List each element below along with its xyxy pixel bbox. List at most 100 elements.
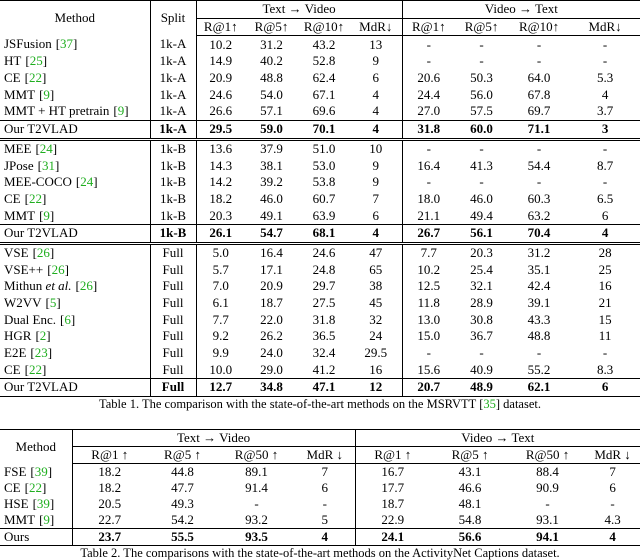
value-cell: 12.5 <box>417 278 441 294</box>
method-cell: Our T2VLAD <box>0 223 151 244</box>
value-cell: 67.1 <box>312 86 336 102</box>
table-row: CE [22] 1k-A 20.9 48.8 62.4 6 20.6 50.3 64.0 5.3 <box>0 69 640 87</box>
value-cell: 53.0 <box>312 157 336 173</box>
method-cell: HGR [2] <box>0 328 151 345</box>
value-cell: 24.0 <box>260 345 283 361</box>
value-cell: 15 <box>598 311 612 327</box>
value-cell: 51.0 <box>298 137 350 158</box>
value-cell: 40.2 <box>260 53 283 69</box>
method-name: W2VV <box>4 295 42 311</box>
value-cell: 11.8 <box>417 295 440 311</box>
value-cell: - <box>570 137 640 158</box>
table-row: VSE++ [26] Full 5.7 17.1 24.8 65 10.2 25.4 35.1 25 <box>0 261 640 278</box>
value-cell: 24 <box>350 328 403 345</box>
split-cell: 1k-B <box>150 137 197 158</box>
method-cell: CE [22] <box>0 479 73 496</box>
metric-header: R@1↑ <box>402 18 456 37</box>
value-cell: 20.9 <box>260 278 283 294</box>
method-name: Our T2VLAD <box>4 121 78 137</box>
split-cell: 1k-A <box>150 53 197 70</box>
value-cell: 93.5 <box>218 527 295 546</box>
value-cell: 46.0 <box>260 190 283 206</box>
value-cell: 48.8 <box>260 70 283 86</box>
value-cell: 31.2 <box>508 241 571 262</box>
value-cell: 46.0 <box>470 190 493 206</box>
value-cell: 20.6 <box>417 70 441 86</box>
split-cell: 1k-A <box>150 35 197 54</box>
value-cell: 8.3 <box>596 361 614 377</box>
value-cell: 43.2 <box>312 36 336 52</box>
method-cell: JPose [31] <box>0 157 151 174</box>
table-row: MEE-COCO [24] 1k-B 14.2 39.2 53.8 9- - - - <box>0 173 640 191</box>
value-cell: - <box>426 53 431 69</box>
value-cell: 4 <box>350 119 403 139</box>
method-name: MMT <box>4 207 36 223</box>
table-row: JPose [31] 1k-B 14.3 38.1 53.0 9 16.4 41.3 54.4 8.… <box>0 157 640 174</box>
citation: [24] <box>35 140 58 156</box>
split-cell: 1k-B <box>150 223 197 244</box>
value-cell: 7 <box>350 190 403 208</box>
value-cell: 68.1 <box>298 223 350 244</box>
value-cell: 29.5 <box>350 344 403 362</box>
table-2: Method Text → Video Video → Text R@1 ↑ R@5 ↑… <box>0 428 640 546</box>
value-cell: 24.4 <box>417 86 441 102</box>
value-cell: 18.7 <box>381 496 405 512</box>
method-name: FSE <box>4 464 27 480</box>
value-cell: 57.1 <box>260 103 283 119</box>
value-cell: 7.7 <box>212 311 229 327</box>
value-cell: 54.0 <box>260 86 283 102</box>
value-cell: 56.6 <box>430 527 511 546</box>
value-cell: 35.1 <box>527 261 551 277</box>
value-cell: 41.2 <box>312 361 336 377</box>
value-cell: 93.2 <box>245 512 268 528</box>
table-row: CE [22] 1k-B 18.2 46.0 60.7 7 18.0 46.0 60.3 6.5 <box>0 190 640 208</box>
value-cell: 69.7 <box>527 103 551 119</box>
value-cell: - <box>254 496 259 512</box>
value-cell: 59.0 <box>245 119 298 139</box>
value-cell: 67.8 <box>527 86 551 102</box>
value-cell: 6 <box>350 207 403 225</box>
value-cell: 18.2 <box>98 480 122 496</box>
value-cell: 7 <box>295 463 356 480</box>
method-name: CE <box>4 190 21 206</box>
split-cell: 1k-B <box>150 190 197 208</box>
value-cell: 52.8 <box>312 53 336 69</box>
value-cell: 29.0 <box>260 361 283 377</box>
method-cell: Ours <box>0 527 73 546</box>
value-cell: 4 <box>601 86 609 102</box>
table-row: Our T2VLAD 1k-B 26.1 54.7 68.1 4 26.7 56.1 70.4 4 <box>0 223 640 244</box>
value-cell: 91.4 <box>245 480 268 496</box>
value-cell: 14.2 <box>209 174 233 190</box>
method-name: MEE <box>4 140 32 156</box>
citation: [26] <box>75 278 98 294</box>
table-row: Our T2VLAD 1k-A 29.5 59.0 70.1 4 31.8 60.0 71.1 3 <box>0 119 640 139</box>
method-cell: HT [25] <box>0 53 151 70</box>
table-row: MMT [9] 22.7 54.2 93.2 5 22.9 54.8 93.1 4.3 <box>0 511 640 529</box>
value-cell: 24.1 <box>355 527 431 546</box>
value-cell: 24.8 <box>312 261 336 277</box>
method-cell: Our T2VLAD <box>0 378 151 397</box>
citation: [23] <box>30 345 53 361</box>
value-cell: 6.1 <box>212 295 229 311</box>
value-cell: 38 <box>350 278 403 295</box>
value-cell: 53.8 <box>312 174 336 190</box>
value-cell: - <box>545 496 550 512</box>
value-cell: 63.9 <box>312 207 336 223</box>
split-cell: 1k-A <box>150 69 197 87</box>
value-cell: 26.1 <box>196 223 245 244</box>
header-row: R@1↑ R@5↑ R@10↑ MdR↓ R@1↑ R@5↑ R@10↑ MdR↓ <box>0 18 640 37</box>
value-cell: 40.9 <box>470 361 493 377</box>
value-cell: 16.7 <box>381 464 405 480</box>
value-cell: - <box>536 36 542 52</box>
metric-header: MdR↓ <box>350 18 403 37</box>
value-cell: - <box>602 345 608 361</box>
value-cell: 93.1 <box>536 512 559 528</box>
table-row: MMT [9] 1k-A 24.6 54.0 67.1 4 24.4 56.0 67.8 4 <box>0 86 640 104</box>
value-cell: 25.4 <box>470 261 493 277</box>
value-cell: 16 <box>350 361 403 379</box>
value-cell: - <box>536 345 542 361</box>
value-cell: 37.9 <box>245 137 298 158</box>
value-cell: 21.1 <box>417 207 441 223</box>
value-cell: 21 <box>598 295 612 311</box>
